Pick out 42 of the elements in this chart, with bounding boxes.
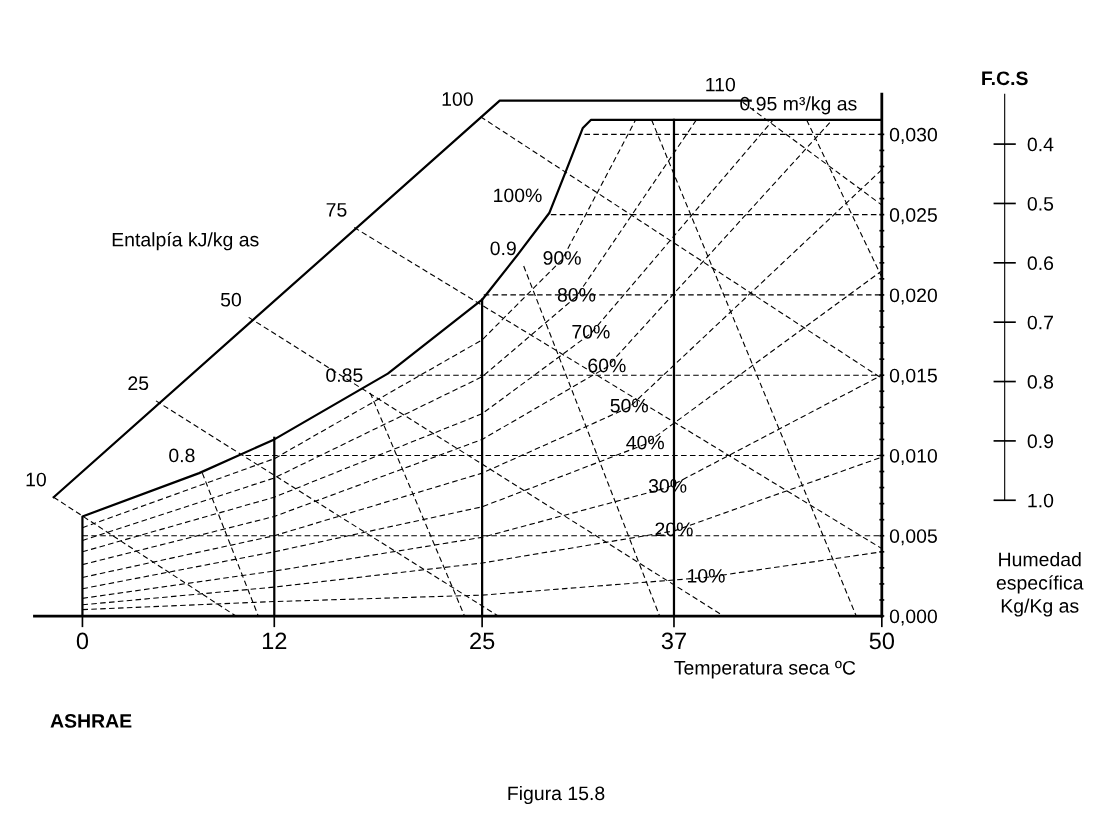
y-tick-label: 0,020 bbox=[889, 288, 938, 305]
series-label: 25 bbox=[128, 376, 149, 391]
series-label: 50 bbox=[220, 292, 241, 307]
x-axis-title: Temperatura seca ºC bbox=[674, 660, 856, 679]
y2-tick-label: 0.4 bbox=[1027, 137, 1054, 152]
annotation: 50% bbox=[610, 398, 648, 413]
x-tick-label: 37 bbox=[661, 632, 686, 650]
y2-tick-label: 0.9 bbox=[1027, 434, 1054, 449]
annotation: 10% bbox=[687, 568, 725, 583]
annotation: 70% bbox=[572, 324, 610, 339]
series-label: 10 bbox=[26, 472, 46, 487]
series-label: 110 bbox=[706, 77, 736, 92]
annotation: 90% bbox=[543, 251, 581, 265]
annotation: 60% bbox=[588, 358, 626, 373]
annotation: 40% bbox=[626, 435, 664, 450]
y2-tick-label: 0.5 bbox=[1027, 196, 1054, 211]
x-tick-label: 25 bbox=[470, 632, 495, 650]
series-label: 100% bbox=[494, 188, 542, 203]
x-tick-label: 12 bbox=[262, 632, 287, 650]
x-tick-label: 0 bbox=[76, 632, 89, 650]
text: Figura 15.8 bbox=[508, 785, 605, 805]
y-tick-label: 0,030 bbox=[889, 127, 938, 144]
series-label: 0.8 bbox=[169, 448, 195, 463]
annotation: 0.95 m³/kg as bbox=[740, 96, 857, 115]
annotation: Entalpía kJ/kg as bbox=[112, 231, 259, 251]
y-tick-label: 0,000 bbox=[889, 609, 938, 626]
series-label: 0.9 bbox=[490, 241, 516, 256]
y2-axis-title: F.C.S bbox=[982, 71, 1028, 86]
x-tick-label: 50 bbox=[869, 632, 895, 650]
text: Humedad específica Kg/Kg as bbox=[996, 552, 1084, 617]
y-tick-label: 0,015 bbox=[889, 368, 937, 385]
y-tick-label: 0,010 bbox=[889, 448, 938, 465]
text: ASHRAE bbox=[50, 714, 132, 728]
y-tick-label: 0,025 bbox=[889, 208, 937, 225]
series-label: 75 bbox=[326, 203, 347, 217]
y2-tick-label: 0.6 bbox=[1027, 256, 1054, 271]
y2-tick-label: 0.7 bbox=[1027, 315, 1053, 330]
series-label: 0.85 bbox=[326, 368, 363, 383]
y2-tick-label: 1.0 bbox=[1028, 493, 1054, 508]
y2-tick-label: 0.8 bbox=[1027, 375, 1054, 389]
series-label: 100 bbox=[442, 92, 473, 106]
y-tick-label: 0,005 bbox=[889, 529, 937, 546]
